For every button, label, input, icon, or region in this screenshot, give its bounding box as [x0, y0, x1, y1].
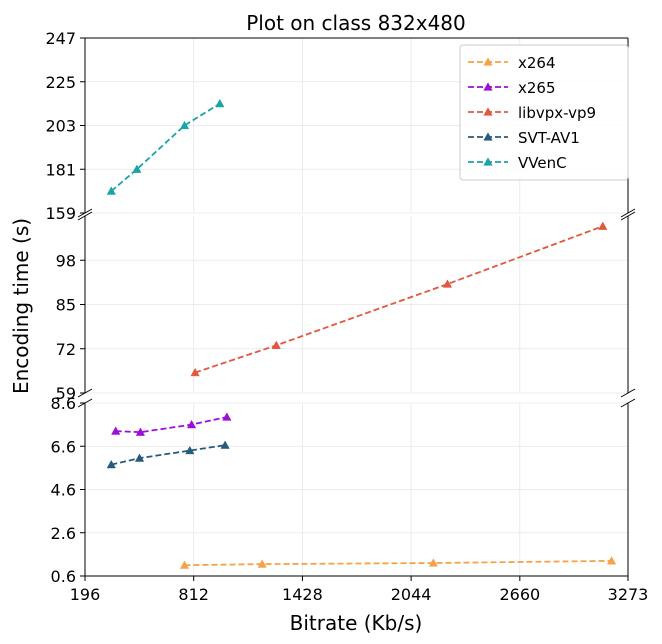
legend-box [459, 44, 629, 181]
data-point [222, 412, 232, 421]
data-point [257, 559, 267, 568]
legend-entry: libvpx-vp9 [468, 104, 596, 122]
legend-entry: SVT-AV1 [468, 129, 580, 147]
axis-break-mark [620, 398, 636, 408]
axis-break-mark [77, 398, 93, 408]
data-point [179, 120, 190, 130]
axis-break-mark [620, 211, 636, 221]
x-tick-label: 196 [70, 585, 101, 604]
y-tick-label: 159 [45, 204, 76, 223]
data-point [134, 453, 145, 462]
legend-label: x264 [518, 54, 556, 72]
legend-label: SVT-AV1 [518, 129, 580, 147]
data-point [215, 98, 225, 108]
data-point [179, 560, 190, 569]
legend-entry: x265 [468, 79, 556, 97]
y-tick-label: 6.6 [51, 437, 76, 456]
panel-1: 59 72 85 98 [56, 216, 629, 403]
x-axis-title: Bitrate (Kb/s) [290, 611, 423, 635]
series-VVenC [106, 98, 225, 195]
series-line [184, 559, 612, 567]
data-point [190, 367, 200, 377]
data-point [106, 459, 116, 469]
x-tick-label: 3273 [608, 585, 649, 604]
panel-2: 0.6 2.6 4.6 6.6 8.6 [51, 394, 629, 586]
legend-marker [483, 132, 493, 141]
data-point [185, 445, 195, 455]
x-axis: 196 812 1428 2044 2660 3273 [70, 576, 649, 604]
y-tick-label: 4.6 [51, 481, 76, 500]
data-point [106, 186, 116, 195]
y-axis-title: Encoding time (s) [9, 218, 33, 394]
data-point [132, 164, 142, 173]
y-tick-label: 225 [45, 73, 76, 92]
data-point [606, 556, 617, 565]
data-point [598, 221, 608, 230]
axis-break-mark [77, 211, 93, 221]
series-x265 [111, 412, 232, 436]
axis-break-mark [77, 388, 93, 398]
x-tick-label: 2044 [391, 585, 432, 604]
legend-marker [483, 107, 493, 116]
legend-label: libvpx-vp9 [518, 104, 596, 122]
y-tick-label: 2.6 [51, 524, 76, 543]
legend-marker [483, 57, 493, 66]
data-point [111, 426, 121, 435]
chart-title: Plot on class 832x480 [246, 11, 466, 35]
data-point [186, 419, 197, 429]
x-tick-label: 812 [178, 585, 209, 604]
data-point [135, 427, 146, 436]
series-line [194, 225, 604, 374]
data-point [428, 558, 438, 567]
x-tick-label: 1428 [282, 585, 323, 604]
y-tick-label: 85 [56, 296, 76, 315]
data-point [271, 340, 281, 349]
x-tick-label: 2660 [499, 585, 540, 604]
series-line [111, 444, 226, 466]
y-tick-label: 0.6 [51, 567, 76, 586]
series-x264 [179, 556, 617, 569]
axis-break-mark [620, 208, 636, 218]
data-point [220, 440, 230, 449]
y-tick-label: 8.6 [51, 394, 76, 413]
y-tick-label: 247 [45, 29, 76, 48]
y-tick-label: 203 [45, 117, 76, 136]
data-point [442, 279, 453, 288]
legend-marker [483, 157, 493, 166]
y-tick-label: 98 [56, 251, 76, 270]
axis-break-mark [620, 388, 636, 398]
y-tick-label: 59 [56, 384, 76, 403]
series-libvpx-vp9 [190, 221, 608, 377]
series-SVT-AV1 [106, 440, 230, 469]
series-line [110, 102, 221, 192]
legend-entry: x264 [468, 54, 556, 72]
y-tick-label: 181 [45, 160, 76, 179]
legend: x264 x265 libvpx-vp9 SVT-AV1 VVenC [459, 44, 629, 181]
legend-marker [483, 82, 493, 91]
series-line [115, 416, 228, 434]
legend-entry: VVenC [468, 154, 567, 172]
legend-label: VVenC [518, 154, 567, 172]
axis-break-mark [77, 208, 93, 218]
plot-panels: 159 181 203 225 247 59 72 85 98 0.6 2.6 4.6 6.6 8.6 [45, 29, 636, 586]
y-tick-label: 72 [56, 340, 76, 359]
legend-label: x265 [518, 79, 556, 97]
